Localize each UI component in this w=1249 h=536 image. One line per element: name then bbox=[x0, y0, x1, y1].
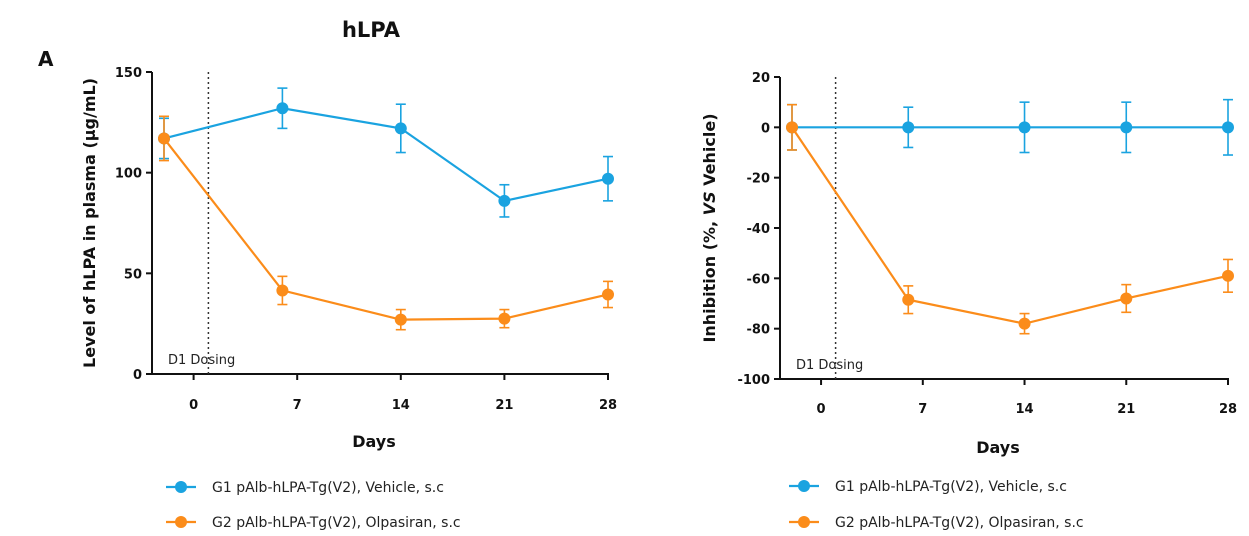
series-line-2 bbox=[163, 137, 609, 321]
data-point bbox=[786, 121, 798, 134]
data-point bbox=[498, 312, 511, 325]
y-tick-label: 0 bbox=[133, 368, 142, 383]
legend-label: G2 pAlb-hLPA-Tg(V2), Olpasiran, s.c bbox=[835, 515, 1084, 531]
data-point bbox=[1018, 317, 1031, 330]
y-axis-label-part: Inhibition (%, bbox=[700, 215, 719, 342]
y-axis-label: Inhibition (%, VS Vehicle) bbox=[700, 113, 719, 342]
y-tick-label: 150 bbox=[115, 66, 142, 81]
x-tick-label: 7 bbox=[918, 402, 927, 417]
y-tick-label: 0 bbox=[761, 121, 770, 136]
series-line-2 bbox=[791, 126, 1229, 325]
legend-label: G1 pAlb-hLPA-Tg(V2), Vehicle, s.c bbox=[212, 480, 444, 496]
x-tick-label: 28 bbox=[599, 398, 617, 413]
data-point bbox=[1222, 269, 1234, 282]
y-tick-label: 20 bbox=[752, 71, 770, 86]
y-tick-label: -40 bbox=[747, 222, 771, 237]
data-point bbox=[902, 293, 915, 306]
data-point bbox=[394, 313, 407, 326]
legend-marker bbox=[798, 480, 810, 492]
data-point bbox=[602, 172, 614, 185]
y-axis-label-part: Vehicle) bbox=[700, 113, 719, 191]
x-tick-label: 21 bbox=[495, 398, 513, 413]
legend-marker bbox=[798, 516, 810, 528]
data-point bbox=[276, 284, 289, 297]
data-point bbox=[1018, 121, 1031, 134]
y-tick-label: 50 bbox=[124, 267, 142, 282]
legend-marker bbox=[175, 481, 187, 493]
y-tick-label: 100 bbox=[115, 167, 142, 182]
chart-left: 0 50 100 150 0 7 14 21 28 Days Level of hLPA in pl… bbox=[80, 66, 617, 531]
dosing-label: D1 Dosing bbox=[796, 358, 863, 373]
legend-label: G2 pAlb-hLPA-Tg(V2), Olpasiran, s.c bbox=[212, 515, 461, 531]
data-point bbox=[1120, 292, 1133, 305]
data-point bbox=[1120, 121, 1133, 134]
legend-label: G1 pAlb-hLPA-Tg(V2), Vehicle, s.c bbox=[835, 479, 1067, 495]
x-tick-label: 28 bbox=[1219, 402, 1237, 417]
panel-label: A bbox=[38, 47, 54, 71]
series-line-1 bbox=[163, 107, 609, 203]
dosing-label: D1 Dosing bbox=[168, 353, 235, 368]
x-tick-label: 7 bbox=[293, 398, 302, 413]
data-point bbox=[276, 102, 289, 115]
y-axis-label: Level of hLPA in plasma (µg/mL) bbox=[80, 78, 99, 368]
y-axis-label-part: Level of hLPA in plasma (µg/mL) bbox=[80, 78, 99, 368]
y-axis-label-part: VS bbox=[700, 191, 719, 215]
data-point bbox=[394, 122, 407, 135]
data-point bbox=[602, 288, 614, 301]
x-axis-label: Days bbox=[976, 438, 1020, 457]
x-tick-label: 21 bbox=[1117, 402, 1135, 417]
y-tick-label: -100 bbox=[737, 373, 770, 388]
chart-right: -100 -80 -60 -40 -20 0 20 0 7 14 21 28 Days Inhibitio… bbox=[700, 71, 1237, 531]
x-tick-label: 14 bbox=[392, 398, 410, 413]
legend-marker bbox=[175, 516, 187, 528]
data-point bbox=[498, 194, 511, 207]
x-tick-label: 0 bbox=[817, 402, 826, 417]
data-point bbox=[1222, 121, 1234, 134]
y-tick-label: -60 bbox=[747, 272, 771, 287]
y-tick-label: -20 bbox=[747, 172, 771, 187]
data-point bbox=[902, 121, 915, 134]
y-tick-label: -80 bbox=[747, 323, 771, 338]
figure-title: hLPA bbox=[342, 18, 401, 42]
x-tick-label: 0 bbox=[189, 398, 198, 413]
data-point bbox=[158, 132, 170, 145]
x-axis-label: Days bbox=[352, 432, 396, 451]
x-tick-label: 14 bbox=[1015, 402, 1033, 417]
